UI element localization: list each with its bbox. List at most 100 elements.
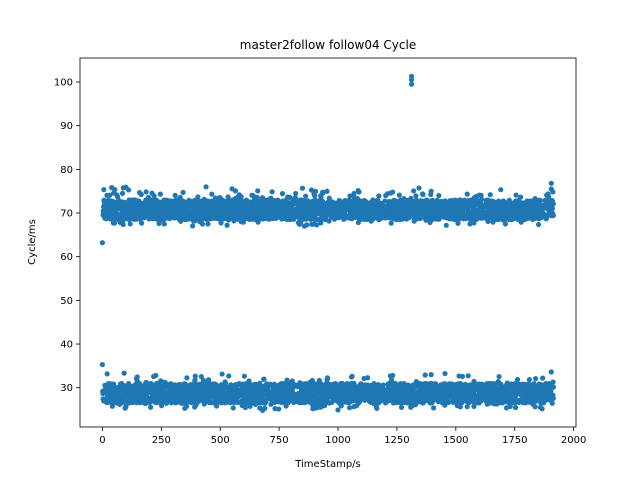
data-point (226, 373, 232, 379)
data-point (254, 392, 260, 398)
data-point (132, 197, 139, 203)
data-point (119, 206, 125, 213)
data-point (324, 188, 330, 194)
data-point (524, 198, 530, 204)
data-point (400, 201, 406, 207)
data-point (393, 385, 399, 391)
data-point (200, 377, 206, 383)
data-point (311, 221, 317, 227)
data-point (346, 197, 353, 203)
data-point (473, 215, 479, 222)
data-point (247, 213, 253, 219)
data-point (130, 397, 136, 404)
data-point (309, 379, 316, 385)
data-point (314, 387, 321, 394)
data-point (212, 195, 219, 201)
data-point (160, 213, 166, 219)
data-point (214, 403, 220, 409)
data-point (312, 188, 319, 194)
data-point (328, 211, 335, 217)
data-point (258, 206, 265, 212)
data-point (427, 219, 433, 226)
data-point (320, 201, 326, 207)
data-point (325, 389, 331, 395)
data-point (219, 371, 225, 377)
data-point (507, 216, 513, 222)
data-point (388, 220, 394, 226)
data-point (476, 203, 482, 209)
data-point (112, 186, 118, 193)
data-point (186, 205, 192, 211)
data-point (236, 211, 242, 217)
data-point (177, 194, 183, 200)
data-point (456, 216, 462, 222)
data-point (505, 207, 511, 214)
data-point (192, 404, 198, 410)
data-point (489, 207, 495, 213)
data-point (460, 216, 467, 222)
data-point (388, 190, 394, 196)
data-point (148, 404, 154, 410)
data-point (531, 206, 537, 212)
data-point (442, 370, 448, 377)
data-point (278, 213, 284, 219)
data-point (284, 391, 290, 397)
data-point (299, 185, 306, 191)
data-point (518, 194, 524, 200)
data-point (428, 188, 434, 194)
data-point (498, 206, 504, 213)
data-point (401, 196, 407, 202)
data-point (504, 212, 510, 218)
data-point (332, 206, 338, 212)
data-point (192, 373, 198, 379)
data-point (288, 204, 294, 210)
data-point (282, 396, 289, 402)
data-point (250, 209, 256, 215)
data-point (257, 382, 263, 388)
data-point (346, 207, 352, 214)
data-point (379, 384, 385, 391)
data-point (232, 188, 239, 194)
data-point (190, 223, 196, 229)
data-point (477, 212, 484, 218)
data-point (446, 390, 452, 396)
data-point (121, 215, 127, 221)
data-point (239, 398, 245, 404)
data-point (376, 193, 382, 199)
data-point (396, 192, 402, 198)
data-point (312, 211, 318, 217)
data-point (456, 373, 462, 379)
data-point (417, 215, 423, 221)
data-point (386, 398, 392, 404)
data-point (126, 197, 132, 203)
data-point (235, 194, 241, 200)
data-point (494, 388, 500, 394)
data-point (283, 207, 289, 213)
data-point (486, 388, 492, 394)
data-point (201, 200, 207, 206)
data-point (107, 215, 113, 221)
data-point (177, 400, 183, 406)
data-point (172, 192, 178, 198)
data-point (535, 221, 542, 228)
data-point (303, 193, 309, 199)
data-point (139, 220, 145, 226)
data-point (217, 216, 224, 222)
data-point (127, 221, 133, 227)
data-point (427, 396, 434, 402)
data-point (229, 197, 236, 203)
data-point (347, 213, 353, 220)
data-point (341, 207, 348, 213)
data-point (158, 403, 165, 409)
chart-title: master2follow follow04 Cycle (240, 38, 416, 52)
data-point (486, 214, 492, 220)
data-point (362, 216, 368, 222)
data-point (431, 405, 437, 411)
data-point (422, 210, 429, 216)
data-point (284, 377, 290, 383)
data-point (253, 215, 259, 221)
data-point (179, 212, 185, 219)
data-point (363, 382, 369, 388)
data-point (279, 191, 286, 197)
data-point (285, 194, 291, 200)
